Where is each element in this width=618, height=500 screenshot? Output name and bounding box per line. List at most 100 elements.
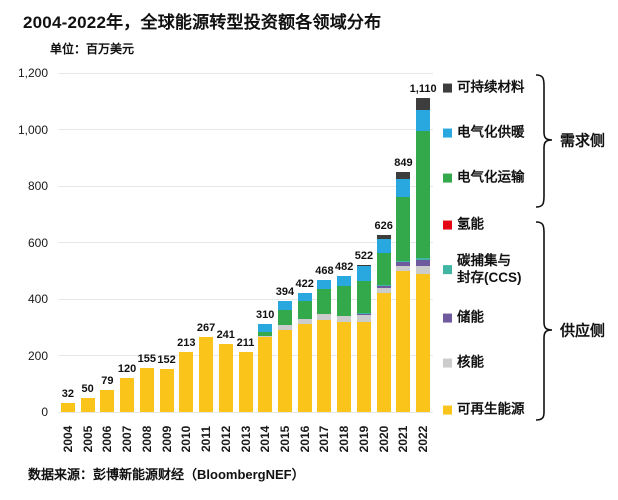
bar-segment-2021-可再生能源 (396, 270, 411, 412)
demand-bracket (536, 74, 553, 208)
bar-value-label: 1,110 (409, 83, 437, 96)
y-axis-tick-label: 1,200 (17, 66, 48, 80)
bar-2010 (179, 351, 194, 412)
legend-swatch (443, 220, 452, 230)
x-axis-tick-label: 2004 (60, 425, 75, 453)
x-axis-tick-label: 2013 (238, 425, 253, 453)
bar-2017 (317, 279, 332, 412)
bar-2006 (100, 389, 115, 412)
bar-2004 (60, 402, 75, 412)
x-axis-tick-label: 2014 (258, 425, 273, 453)
legend-item-supply: 氢能 (443, 217, 484, 234)
bar-segment-2022-碳捕集与封存(CCS) (416, 258, 431, 260)
bar-segment-2005-可再生能源 (80, 397, 95, 412)
bar-value-label: 152 (157, 354, 176, 367)
gridline (58, 72, 433, 74)
legend-swatch (443, 83, 452, 93)
bar-segment-2022-氢能 (416, 257, 431, 259)
y-axis-tick-label: 200 (27, 348, 48, 363)
bar-value-label: 482 (334, 260, 354, 273)
legend-label: 碳捕集与 封存(CCS) (457, 253, 522, 285)
bar-segment-2022-储能 (416, 259, 431, 266)
bar-segment-2022-可再生能源 (416, 273, 431, 412)
bar-2015 (277, 300, 292, 412)
bar-segment-2021-电气化运输 (396, 197, 411, 261)
x-axis-tick-label: 2010 (179, 425, 194, 453)
bar-segment-2021-碳捕集与封存(CCS) (396, 261, 411, 263)
bar-2005 (80, 397, 95, 412)
bar-segment-2013-可再生能源 (238, 352, 253, 412)
bar-2011 (199, 336, 214, 412)
bar-value-label: 155 (137, 353, 156, 366)
y-axis-tick-label: 600 (27, 235, 48, 250)
x-axis-tick-label: 2022 (416, 425, 431, 453)
bar-segment-2019-可持续材料 (356, 264, 371, 266)
x-axis-tick-label: 2006 (100, 425, 115, 453)
bar-segment-2022-电气化供暖 (416, 110, 431, 131)
legend-label: 储能 (457, 309, 484, 325)
bar-segment-2014-可再生能源 (258, 337, 273, 412)
bar-segment-2021-氢能 (396, 260, 411, 262)
bar-segment-2010-可再生能源 (179, 351, 194, 412)
bar-segment-2015-电气化供暖 (277, 300, 292, 310)
chart-title: 2004-2022年，全球能源转型投资额各领域分布 (23, 13, 382, 32)
bar-segment-2020-电气化运输 (376, 252, 391, 286)
gridline (58, 185, 433, 187)
source-note: 数据来源：彭博新能源财经（BloombergNEF） (28, 467, 305, 482)
bar-segment-2016-可再生能源 (297, 323, 312, 412)
bar-value-label: 626 (374, 220, 393, 233)
bar-segment-2019-电气化运输 (356, 281, 371, 314)
legend-swatch (443, 405, 452, 415)
bar-value-label: 422 (295, 277, 314, 290)
bar-segment-2004-可再生能源 (60, 402, 75, 412)
legend-item-demand: 电气化供暖 (443, 125, 525, 142)
legend-label: 核能 (457, 354, 484, 370)
legend-item-supply: 碳捕集与 封存(CCS) (443, 253, 522, 287)
bar-value-label: 468 (315, 264, 334, 277)
bar-segment-2018-电气化运输 (337, 285, 352, 316)
bar-2007 (120, 378, 135, 412)
bar-segment-2011-可再生能源 (199, 336, 214, 412)
bar-segment-2006-可再生能源 (100, 389, 115, 412)
legend-item-supply: 可再生能源 (443, 402, 525, 419)
bar-segment-2020-核能 (376, 287, 391, 294)
gridline (58, 411, 433, 413)
bar-segment-2017-可再生能源 (317, 319, 332, 412)
bar-value-label: 241 (216, 328, 235, 341)
bar-segment-2018-电气化供暖 (337, 275, 352, 286)
supply-bracket (536, 221, 553, 421)
x-axis-tick-label: 2017 (317, 425, 332, 453)
plot-area: 0 200 400 600 800 1,000 1,200 32 2004 50 2005 79 200… (17, 66, 437, 453)
bar-segment-2021-可持续材料 (396, 172, 411, 180)
bar-segment-2008-可再生能源 (139, 368, 154, 412)
x-axis-tick-label: 2020 (376, 425, 391, 453)
bar-segment-2018-核能 (337, 316, 352, 323)
legend-label: 可持续材料 (457, 79, 525, 95)
supply-group-label: 供应侧 (560, 322, 606, 340)
bar-2019 (356, 264, 371, 412)
bar-segment-2016-电气化运输 (297, 300, 312, 319)
x-axis-tick-label: 2016 (297, 425, 312, 453)
bar-segment-2018-可再生能源 (337, 322, 352, 412)
bar-segment-2016-核能 (297, 318, 312, 324)
x-axis-tick-label: 2019 (356, 425, 371, 453)
bar-segment-2022-电气化运输 (416, 130, 431, 258)
legend-swatch (443, 173, 452, 183)
bar-value-label: 211 (236, 337, 255, 350)
legend-swatch (443, 313, 452, 323)
x-axis-tick-label: 2021 (396, 425, 411, 453)
bar-2018 (337, 275, 352, 412)
bar-segment-2019-电气化供暖 (356, 265, 371, 282)
bar-segment-2015-可再生能源 (277, 329, 292, 412)
x-axis-tick-label: 2007 (120, 425, 135, 453)
bar-2008 (139, 368, 154, 412)
legend-item-demand: 可持续材料 (443, 80, 525, 97)
legend-label: 电气化供暖 (457, 124, 525, 140)
bar-segment-2020-可持续材料 (376, 235, 391, 240)
bar-value-label: 267 (196, 321, 216, 334)
bar-segment-2015-电气化运输 (277, 309, 292, 325)
bar-segment-2022-核能 (416, 265, 431, 274)
bar-segment-2021-电气化供暖 (396, 179, 411, 198)
gridline (58, 298, 433, 300)
bar-segment-2020-电气化供暖 (376, 239, 391, 253)
